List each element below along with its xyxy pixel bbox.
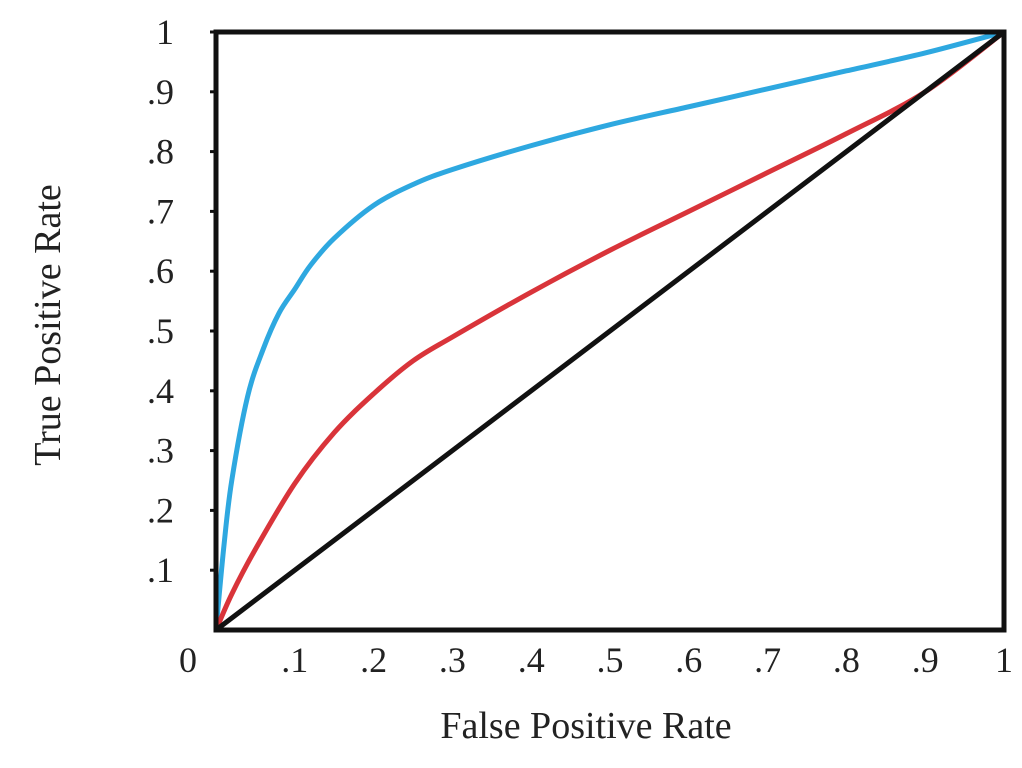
x-tick-label: .8 xyxy=(833,640,860,680)
y-tick-label: .6 xyxy=(147,251,174,291)
x-tick-labels: 0 .1 .2 .3 .4 .5 .6 .7 .8 .9 1 xyxy=(179,640,1013,680)
y-tick-label: .8 xyxy=(147,132,174,172)
x-tick-label: .9 xyxy=(912,640,939,680)
y-tick-label: .5 xyxy=(147,311,174,351)
x-tick-label: 0 xyxy=(179,640,197,680)
y-tick-label: .3 xyxy=(147,431,174,471)
y-tick-label: .4 xyxy=(147,371,174,411)
y-tick-label: .7 xyxy=(147,191,174,231)
y-axis-title: True Positive Rate xyxy=(27,184,69,466)
x-axis-title: False Positive Rate xyxy=(440,705,731,747)
y-tick-label: 1 xyxy=(156,12,174,52)
roc-curve-red xyxy=(213,29,1007,633)
diagonal-line xyxy=(213,29,1007,633)
x-tick-label: .5 xyxy=(597,640,624,680)
y-tick-marks xyxy=(210,30,216,572)
series-layer xyxy=(213,29,1007,633)
x-tick-label: 1 xyxy=(995,640,1013,680)
x-tick-label: .2 xyxy=(360,640,387,680)
y-tick-label: .2 xyxy=(147,490,174,530)
x-tick-label: .4 xyxy=(518,640,545,680)
x-tick-label: .1 xyxy=(281,640,308,680)
x-tick-label: .6 xyxy=(675,640,702,680)
roc-curve-blue xyxy=(213,29,1007,633)
x-tick-label: .7 xyxy=(754,640,781,680)
x-tick-label: .3 xyxy=(439,640,466,680)
y-tick-labels: .1 .2 .3 .4 .5 .6 .7 .8 .9 1 xyxy=(147,12,174,590)
y-tick-label: .1 xyxy=(147,550,174,590)
y-tick-label: .9 xyxy=(147,72,174,112)
